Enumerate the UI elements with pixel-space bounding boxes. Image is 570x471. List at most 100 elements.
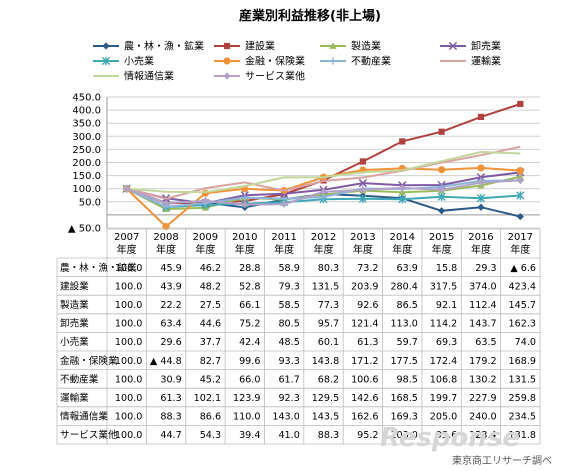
table-cell: 171.2 bbox=[351, 356, 378, 367]
table-cell: 102.1 bbox=[194, 393, 221, 404]
y-tick-label: 150.0 bbox=[72, 171, 101, 182]
marker-diamond bbox=[280, 200, 288, 208]
table-cell: 99.6 bbox=[239, 356, 260, 367]
marker-circle bbox=[201, 189, 210, 197]
marker-diamond bbox=[162, 199, 170, 207]
table-cell: 44.6 bbox=[200, 319, 221, 330]
marker-square bbox=[399, 138, 406, 145]
marker-diamond bbox=[359, 186, 367, 194]
legend-item: 小売業 bbox=[93, 55, 154, 68]
x-tick-label: 年度 bbox=[274, 243, 294, 256]
table-cell: 95.7 bbox=[318, 319, 339, 330]
x-tick-label: 年度 bbox=[235, 243, 255, 256]
table-cell: 95.6 bbox=[436, 430, 457, 441]
x-tick-label: 年度 bbox=[195, 243, 215, 256]
table-cell: 92.3 bbox=[278, 393, 299, 404]
table-cell: 15.8 bbox=[436, 263, 457, 274]
x-tick-label: 2008 bbox=[153, 232, 178, 243]
marker-diamond bbox=[398, 184, 406, 192]
table-row-label: 製造業 bbox=[60, 299, 89, 311]
table-cell: 131.5 bbox=[509, 374, 536, 385]
table-cell: 100.0 bbox=[115, 374, 142, 385]
y-tick-label: 250.0 bbox=[72, 145, 101, 156]
table-cell: 374.0 bbox=[469, 281, 496, 292]
table-cell: 100.0 bbox=[115, 300, 142, 311]
table-cell: 61.3 bbox=[357, 337, 378, 348]
x-tick-label: 2009 bbox=[193, 232, 218, 243]
table-cell: 58.9 bbox=[278, 263, 299, 274]
table-cell: 130.2 bbox=[469, 374, 496, 385]
marker-square bbox=[477, 113, 485, 121]
table-cell: 227.9 bbox=[469, 393, 496, 404]
legend-item: 不動産業 bbox=[320, 55, 391, 68]
table-cell: 177.5 bbox=[390, 356, 417, 367]
table-cell: 82.7 bbox=[200, 356, 221, 367]
marker-star bbox=[398, 195, 407, 204]
legend-item: 建設業 bbox=[214, 40, 275, 53]
legend-label: 建設業 bbox=[245, 40, 275, 53]
marker-diamond bbox=[477, 203, 485, 211]
table-cell: 59.7 bbox=[397, 337, 418, 348]
marker-diamond bbox=[516, 213, 524, 221]
table-cell: 110.0 bbox=[233, 412, 260, 423]
table-row-label: 金融・保険業 bbox=[60, 355, 118, 367]
marker-star bbox=[437, 192, 446, 201]
table-cell: 131.5 bbox=[312, 281, 339, 292]
x-tick-label: 2014 bbox=[390, 232, 415, 243]
table-cell: 86.6 bbox=[200, 412, 221, 423]
table-cell: 41.0 bbox=[278, 430, 299, 441]
table-cell: 46.2 bbox=[200, 263, 221, 274]
marker-diamond bbox=[223, 72, 231, 80]
table-cell: 129.5 bbox=[312, 393, 339, 404]
x-tick-label: 2013 bbox=[350, 232, 375, 243]
legend-label: 運輸業 bbox=[471, 55, 501, 68]
table-cell: 169.3 bbox=[390, 412, 417, 423]
chart-title: 産業別利益推移(非上場) bbox=[239, 8, 381, 24]
y-tick-label: 450.0 bbox=[72, 93, 101, 104]
table-cell: 103.0 bbox=[390, 430, 417, 441]
series-10 bbox=[123, 176, 524, 209]
y-tick-label: ▲ 50.0 bbox=[68, 224, 101, 235]
legend-label: 農・林・漁・鉱業 bbox=[124, 40, 204, 53]
x-tick-label: 2015 bbox=[429, 232, 454, 243]
table-cell: 27.5 bbox=[200, 300, 221, 311]
table-cell: 100.0 bbox=[115, 356, 142, 367]
table-cell: 77.3 bbox=[318, 300, 339, 311]
table-cell: 63.9 bbox=[397, 263, 418, 274]
marker-circle bbox=[477, 164, 485, 172]
table-row-label: 農・林・漁・鉱業 bbox=[60, 262, 137, 274]
table-cell: 93.3 bbox=[278, 356, 299, 367]
x-tick-label: 2016 bbox=[468, 232, 493, 243]
table-cell: 58.5 bbox=[278, 300, 299, 311]
legend-item: 金融・保険業 bbox=[214, 55, 305, 68]
table-cell: 143.0 bbox=[272, 412, 299, 423]
marker-square bbox=[359, 158, 366, 165]
x-tick-label: 年度 bbox=[432, 243, 452, 256]
legend-item: 情報通信業 bbox=[93, 70, 174, 83]
data-table: 2007年度2008年度2009年度2010年度2011年度2012年度2013… bbox=[56, 228, 541, 445]
legend-item: サービス業他 bbox=[214, 70, 305, 83]
table-cell: 100.0 bbox=[115, 337, 142, 348]
table-cell: 79.3 bbox=[278, 281, 299, 292]
x-tick-label: 2011 bbox=[271, 232, 296, 243]
table-cell: 29.6 bbox=[160, 337, 181, 348]
table-cell: 234.5 bbox=[509, 412, 536, 423]
table-row-label: 小売業 bbox=[60, 336, 89, 348]
marker-diamond bbox=[437, 186, 446, 194]
table-cell: 142.6 bbox=[351, 393, 378, 404]
legend-label: サービス業他 bbox=[245, 70, 305, 83]
legend-item: 運輸業 bbox=[440, 55, 501, 68]
legend-label: 卸売業 bbox=[471, 40, 501, 53]
table-cell: 168.9 bbox=[509, 356, 536, 367]
watermark: Response bbox=[380, 423, 520, 453]
table-cell: 199.7 bbox=[430, 393, 457, 404]
table-cell: 88.3 bbox=[160, 412, 181, 423]
table-cell: 92.1 bbox=[436, 300, 457, 311]
legend-label: 情報通信業 bbox=[124, 70, 174, 83]
marker-diamond bbox=[516, 176, 524, 184]
table-cell: 113.0 bbox=[390, 319, 417, 330]
table-cell: 100.0 bbox=[115, 430, 142, 441]
x-tick-label: 年度 bbox=[117, 243, 137, 256]
marker-plus bbox=[241, 194, 249, 202]
x-tick-label: 2017 bbox=[508, 232, 533, 243]
